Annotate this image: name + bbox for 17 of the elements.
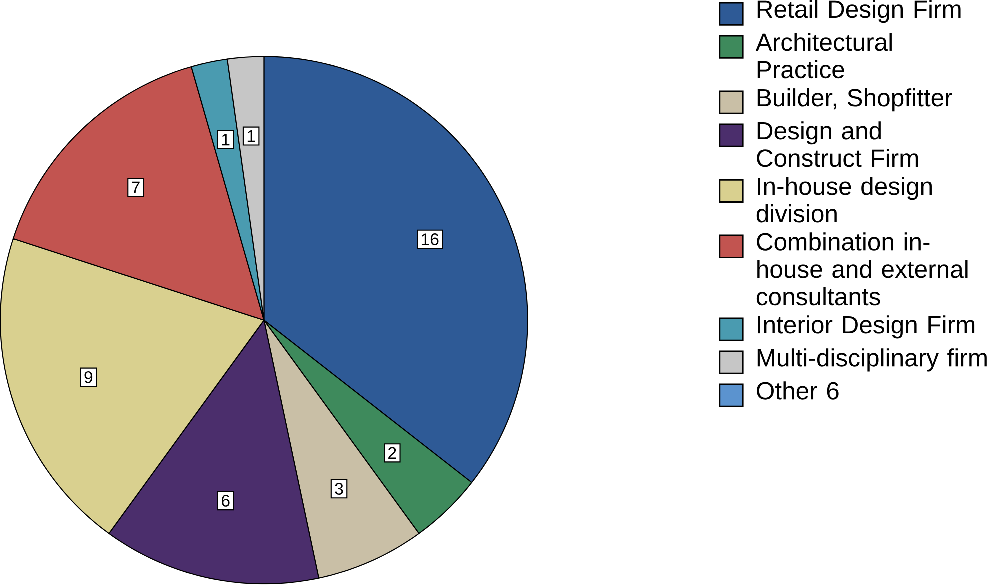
legend-label: Builder, Shopfitter xyxy=(758,88,952,112)
data-label: 6 xyxy=(222,495,230,508)
data-label: 16 xyxy=(422,234,439,246)
legend-label: Combination in-house and external consultants xyxy=(756,232,968,306)
legend-label: Retail Design Firm xyxy=(758,0,961,24)
data-label: 3 xyxy=(335,483,344,496)
legend-label: Design and Construct Firm xyxy=(757,122,918,168)
legend-label: In-house design division xyxy=(756,177,932,223)
data-label: 1 xyxy=(222,134,230,146)
data-label: 2 xyxy=(388,447,396,460)
legend-label: Other 6 xyxy=(757,382,839,400)
data-label: 1 xyxy=(248,130,256,142)
legend-label: Interior Design Firm xyxy=(758,316,975,339)
legend-label: Architectural Practice xyxy=(756,33,892,79)
data-label: 9 xyxy=(84,372,93,384)
legend-label: Multi-disciplinary firm xyxy=(758,348,987,372)
data-label: 7 xyxy=(132,182,140,194)
